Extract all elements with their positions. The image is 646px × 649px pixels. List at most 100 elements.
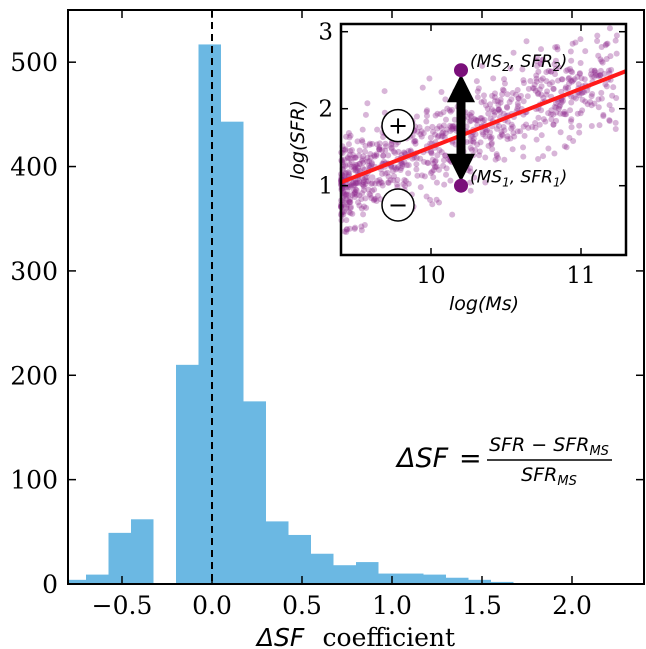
highlight-point-label: (MS1, SFR1) bbox=[470, 168, 567, 190]
scatter-point bbox=[531, 81, 538, 88]
scatter-point bbox=[548, 68, 555, 75]
scatter-point bbox=[428, 150, 435, 157]
scatter-point bbox=[449, 125, 456, 132]
histogram-bar bbox=[198, 44, 221, 584]
scatter-point bbox=[353, 191, 360, 198]
scatter-point bbox=[493, 151, 500, 158]
scatter-point bbox=[343, 226, 350, 233]
scatter-point bbox=[596, 72, 603, 79]
scatter-point bbox=[520, 77, 527, 84]
region-marker-circle bbox=[381, 108, 415, 143]
scatter-point bbox=[479, 117, 486, 124]
scatter-point bbox=[347, 203, 354, 210]
scatter-point bbox=[399, 163, 406, 170]
scatter-point bbox=[495, 106, 502, 113]
scatter-point bbox=[343, 204, 350, 211]
arrow-head-down bbox=[447, 153, 475, 182]
y-tick-label: 0 bbox=[42, 570, 58, 599]
scatter-point bbox=[429, 156, 436, 163]
scatter-point bbox=[476, 148, 483, 155]
scatter-point bbox=[429, 123, 436, 130]
scatter-point bbox=[414, 128, 421, 135]
scatter-point bbox=[385, 179, 392, 186]
scatter-point bbox=[411, 137, 418, 144]
scatter-point bbox=[393, 165, 400, 172]
scatter-point bbox=[487, 135, 494, 142]
scatter-point bbox=[567, 48, 574, 55]
scatter-point bbox=[523, 38, 530, 45]
histogram-bar bbox=[68, 579, 86, 584]
y-tick-label: 100 bbox=[10, 466, 58, 495]
scatter-point bbox=[427, 170, 434, 177]
scatter-point bbox=[490, 75, 497, 82]
scatter-point bbox=[605, 67, 612, 74]
scatter-point bbox=[366, 158, 373, 165]
scatter-point bbox=[551, 61, 558, 68]
scatter-point bbox=[612, 119, 619, 126]
inset-x-tick-label: 11 bbox=[566, 263, 595, 289]
scatter-point bbox=[533, 58, 540, 65]
scatter-point bbox=[346, 155, 353, 162]
scatter-point bbox=[482, 179, 489, 186]
scatter-point bbox=[436, 199, 443, 206]
scatter-point bbox=[527, 77, 534, 84]
scatter-point bbox=[380, 152, 387, 159]
scatter-point bbox=[554, 43, 561, 50]
scatter-point bbox=[606, 118, 613, 125]
scatter-point bbox=[350, 182, 357, 189]
scatter-point bbox=[567, 118, 574, 125]
scatter-point bbox=[341, 191, 348, 198]
scatter-point bbox=[540, 116, 547, 123]
scatter-point bbox=[436, 123, 443, 130]
scatter-point bbox=[366, 191, 373, 198]
scatter-point bbox=[412, 138, 419, 145]
scatter-point bbox=[378, 179, 385, 186]
scatter-point bbox=[508, 121, 515, 128]
scatter-point bbox=[437, 111, 444, 118]
scatter-point bbox=[362, 181, 369, 188]
scatter-point bbox=[352, 186, 359, 193]
scatter-point bbox=[561, 143, 568, 150]
scatter-point bbox=[438, 89, 445, 96]
scatter-point bbox=[347, 210, 354, 217]
scatter-point bbox=[488, 139, 495, 146]
scatter-point bbox=[342, 147, 349, 154]
scatter-point bbox=[537, 60, 544, 67]
scatter-point bbox=[606, 102, 613, 109]
scatter-point bbox=[594, 72, 601, 79]
scatter-point bbox=[510, 129, 517, 136]
scatter-point bbox=[540, 94, 547, 101]
scatter-point bbox=[492, 109, 499, 116]
scatter-point bbox=[350, 154, 357, 161]
scatter-point bbox=[342, 193, 349, 200]
scatter-point bbox=[340, 208, 347, 215]
scatter-point bbox=[364, 158, 371, 165]
scatter-point bbox=[566, 80, 573, 87]
scatter-point bbox=[552, 44, 559, 51]
scatter-point bbox=[507, 65, 514, 72]
scatter-point bbox=[382, 170, 389, 177]
scatter-point bbox=[482, 154, 489, 161]
histogram-bar bbox=[266, 521, 289, 584]
inset-y-tick-label: 3 bbox=[318, 20, 333, 46]
scatter-point bbox=[576, 92, 583, 99]
scatter-point bbox=[606, 117, 613, 124]
scatter-point bbox=[392, 166, 399, 173]
scatter-point bbox=[352, 163, 359, 170]
scatter-point bbox=[359, 156, 366, 163]
scatter-point bbox=[344, 154, 351, 161]
scatter-point bbox=[359, 157, 366, 164]
scatter-point bbox=[403, 162, 410, 169]
scatter-point bbox=[486, 133, 493, 140]
scatter-point bbox=[488, 134, 495, 141]
scatter-point bbox=[369, 179, 376, 186]
scatter-point bbox=[467, 165, 474, 172]
scatter-point bbox=[591, 67, 598, 74]
scatter-point bbox=[521, 132, 528, 139]
scatter-point bbox=[593, 72, 600, 79]
scatter-point bbox=[351, 166, 358, 173]
scatter-point bbox=[488, 106, 495, 113]
scatter-point bbox=[423, 112, 430, 119]
scatter-point bbox=[372, 180, 379, 187]
scatter-point bbox=[477, 115, 484, 122]
